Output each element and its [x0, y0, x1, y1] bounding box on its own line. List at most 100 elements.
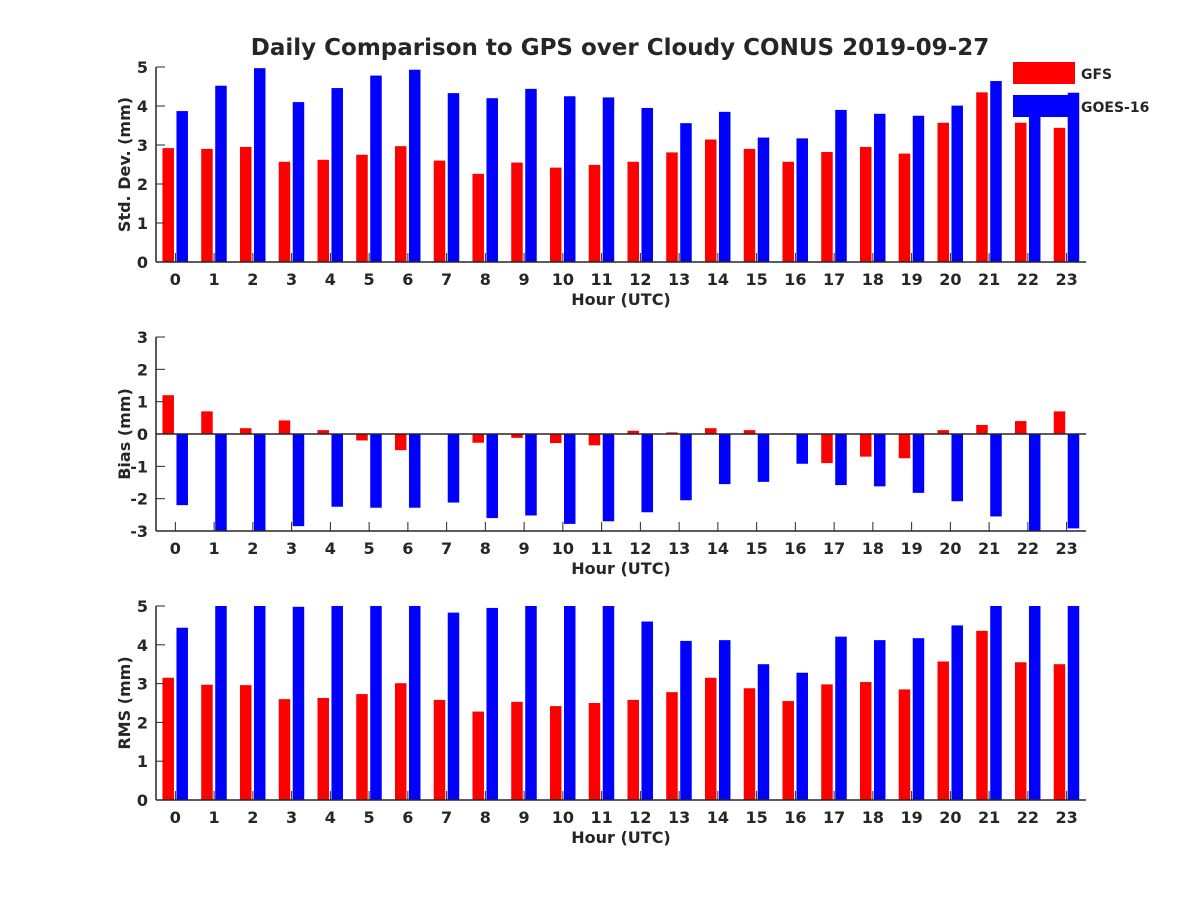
x-tick-label: 8: [480, 539, 491, 558]
x-tick-label: 0: [170, 539, 181, 558]
bar-gfs-hour-7: [433, 160, 446, 262]
bar-gfs-hour-15: [743, 148, 756, 262]
bar-goes16-hour-9: [525, 434, 537, 516]
bar-gfs-hour-0: [162, 677, 174, 800]
x-tick-label: 20: [939, 270, 961, 289]
x-tick-label: 5: [364, 808, 375, 827]
bar-gfs-hour-4: [317, 697, 329, 800]
bar-gfs-hour-14: [704, 139, 717, 262]
x-tick-label: 6: [402, 539, 413, 558]
bar-goes16-hour-4: [331, 606, 343, 800]
x-tick-label: 18: [862, 808, 884, 827]
x-tick-label: 19: [900, 270, 922, 289]
bar-gfs-hour-22: [1014, 662, 1027, 800]
bar-goes16-hour-18: [873, 640, 886, 800]
bar-gfs-hour-18: [859, 146, 872, 262]
bar-goes16-hour-2: [253, 606, 266, 800]
bar-gfs-hour-20: [937, 661, 949, 800]
bar-gfs-hour-15: [743, 688, 756, 800]
legend-swatch-goes16: [1013, 95, 1075, 117]
x-tick-label: 1: [209, 270, 220, 289]
x-tick-label: 14: [707, 808, 729, 827]
x-tick-label: 23: [1055, 270, 1077, 289]
bar-goes16-hour-1: [215, 85, 227, 262]
y-tick-label: 4: [137, 636, 148, 655]
bar-gfs-hour-1: [201, 411, 213, 434]
bar-goes16-hour-16: [796, 138, 808, 262]
bar-goes16-hour-19: [912, 638, 925, 800]
bar-gfs-hour-12: [627, 699, 639, 800]
x-tick-label: 11: [590, 270, 612, 289]
bar-goes16-hour-5: [370, 606, 382, 800]
bar-gfs-hour-8: [472, 173, 484, 262]
y-tick-label: 3: [137, 136, 148, 155]
bar-gfs-hour-0: [162, 148, 174, 262]
x-tick-label: 13: [668, 808, 690, 827]
x-tick-label: 6: [402, 270, 413, 289]
y-tick-label: 1: [137, 393, 148, 412]
bar-goes16-hour-7: [447, 93, 460, 262]
x-tick-label: 19: [900, 539, 922, 558]
bar-goes16-hour-0: [176, 434, 188, 506]
bar-goes16-hour-4: [331, 88, 343, 262]
x-tick-label: 11: [590, 808, 612, 827]
bar-goes16-hour-23: [1067, 606, 1080, 800]
bar-gfs-hour-21: [976, 424, 988, 434]
y-tick-label: -3: [130, 522, 148, 541]
bar-goes16-hour-20: [951, 434, 963, 502]
bar-gfs-hour-17: [821, 434, 833, 464]
bar-goes16-hour-13: [680, 640, 692, 800]
bar-goes16-hour-17: [835, 434, 847, 486]
x-tick-label: 16: [784, 808, 806, 827]
bar-gfs-hour-4: [317, 430, 329, 434]
bar-goes16-hour-5: [370, 75, 382, 262]
x-tick-label: 4: [325, 539, 336, 558]
bar-goes16-hour-9: [525, 606, 537, 800]
x-tick-label: 15: [745, 539, 767, 558]
x-tick-label: 1: [209, 539, 220, 558]
bar-goes16-hour-20: [951, 625, 963, 800]
legend-label-goes16: GOES-16: [1081, 100, 1149, 116]
x-tick-label: 9: [519, 539, 530, 558]
x-tick-label: 21: [978, 808, 1000, 827]
bar-gfs-hour-9: [511, 701, 523, 800]
x-tick-label: 4: [325, 808, 336, 827]
bar-gfs-hour-11: [588, 434, 601, 446]
x-tick-label: 5: [364, 539, 375, 558]
x-tick-label: 23: [1055, 539, 1077, 558]
legend-swatch-gfs: [1013, 62, 1075, 84]
x-tick-label: 21: [978, 270, 1000, 289]
bar-goes16-hour-3: [292, 102, 305, 262]
bar-gfs-hour-11: [588, 703, 601, 800]
bar-gfs-hour-2: [239, 685, 252, 800]
x-tick-label: 20: [939, 539, 961, 558]
bar-goes16-hour-11: [602, 434, 615, 522]
x-tick-label: 22: [1017, 539, 1039, 558]
bar-goes16-hour-6: [408, 606, 421, 800]
x-tick-label: 13: [668, 270, 690, 289]
x-tick-label: 21: [978, 539, 1000, 558]
y-tick-label: 3: [137, 328, 148, 347]
x-tick-label: 10: [552, 539, 574, 558]
x-tick-label: 8: [480, 270, 491, 289]
x-tick-label: 1: [209, 808, 220, 827]
bar-goes16-hour-18: [873, 434, 886, 487]
y-tick-label: 2: [137, 175, 148, 194]
bar-goes16-hour-15: [757, 664, 770, 800]
bar-gfs-hour-12: [627, 161, 639, 262]
bar-goes16-hour-9: [525, 88, 537, 262]
bar-goes16-hour-7: [447, 434, 460, 503]
bar-goes16-hour-19: [912, 115, 925, 262]
x-tick-label: 18: [862, 270, 884, 289]
x-tick-label: 5: [364, 270, 375, 289]
bar-gfs-hour-3: [278, 420, 291, 434]
bar-goes16-hour-3: [292, 606, 305, 800]
x-tick-label: 2: [247, 270, 258, 289]
x-tick-label: 0: [170, 808, 181, 827]
chart-title: Daily Comparison to GPS over Cloudy CONU…: [251, 35, 989, 61]
x-tick-label: 12: [629, 808, 651, 827]
x-tick-label: 15: [745, 270, 767, 289]
